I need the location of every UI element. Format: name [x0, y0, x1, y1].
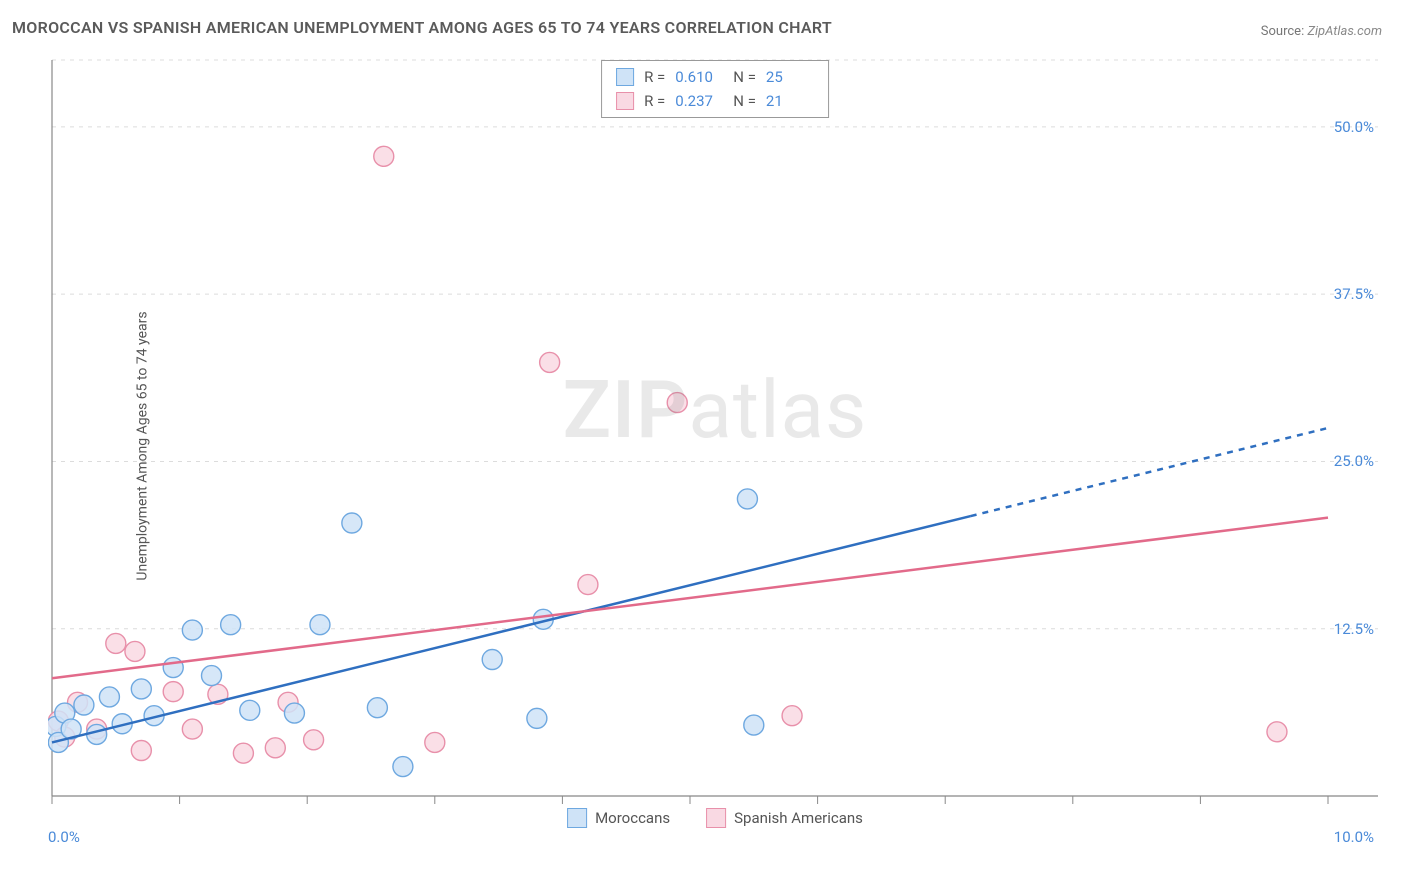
bottom-legend: Moroccans Spanish Americans [567, 808, 863, 828]
stats-legend-box: R = 0.610 N = 25 R = 0.237 N = 21 [601, 60, 829, 118]
stats-n-value-1: 25 [766, 65, 814, 89]
stats-r-label-1: R = [644, 65, 665, 89]
chart-area: ZIPatlas R = 0.610 N = 25 R = 0.237 N = … [48, 56, 1382, 826]
y-tick-label: 50.0% [1334, 118, 1374, 136]
x-tick-label-max: 10.0% [1334, 828, 1374, 846]
stats-row-2: R = 0.237 N = 21 [616, 89, 814, 113]
stats-row-1: R = 0.610 N = 25 [616, 65, 814, 89]
legend-swatch-1 [567, 808, 587, 828]
stats-swatch-1 [616, 68, 634, 86]
legend-item-2: Spanish Americans [706, 808, 863, 828]
legend-label-2: Spanish Americans [734, 809, 863, 827]
stats-r-label-2: R = [644, 89, 665, 113]
legend-item-1: Moroccans [567, 808, 670, 828]
stats-n-label-2: N = [733, 89, 756, 113]
stats-n-value-2: 21 [766, 89, 814, 113]
source-credit: Source: ZipAtlas.com [1261, 24, 1382, 39]
stats-r-value-1: 0.610 [675, 65, 723, 89]
legend-swatch-2 [706, 808, 726, 828]
legend-label-1: Moroccans [595, 809, 670, 827]
chart-svg [48, 56, 1382, 826]
stats-r-value-2: 0.237 [675, 89, 723, 113]
x-tick-label-min: 0.0% [48, 828, 80, 846]
chart-title: MOROCCAN VS SPANISH AMERICAN UNEMPLOYMEN… [12, 18, 832, 37]
stats-swatch-2 [616, 92, 634, 110]
y-tick-label: 12.5% [1334, 620, 1374, 638]
y-tick-label: 37.5% [1334, 285, 1374, 303]
source-label: Source: [1261, 24, 1304, 39]
stats-n-label-1: N = [733, 65, 756, 89]
source-value: ZipAtlas.com [1307, 24, 1382, 39]
y-tick-label: 25.0% [1334, 452, 1374, 470]
